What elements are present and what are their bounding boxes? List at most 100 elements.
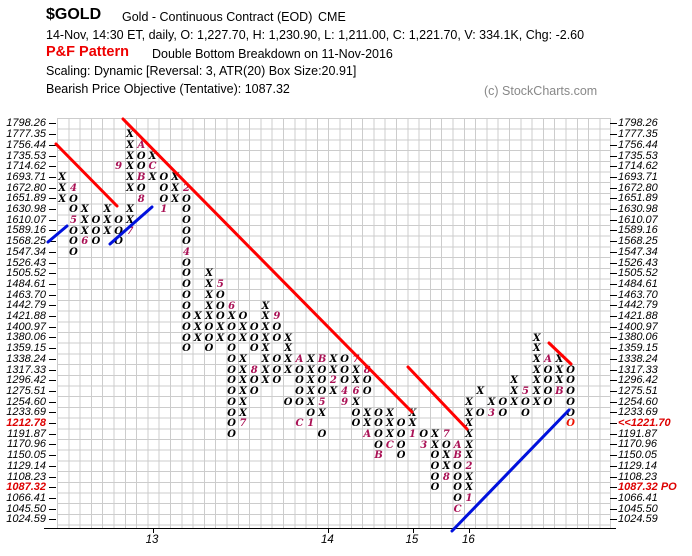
bullish-line-2 [108,205,154,246]
price-label-right: <<1221.70 [618,417,671,430]
pnf-cell: X [306,364,315,376]
pnf-cell: 9 [115,161,123,173]
price-label-left: 1087.32 [6,481,46,494]
pnf-cell: X [126,140,134,151]
price-label-right: 1170.96 [618,438,657,451]
pnf-cell: X [510,396,519,408]
y-tick-right [610,412,617,414]
pnf-cell: X [193,321,202,333]
pnf-cell: X [476,386,485,398]
price-label-left: 1170.96 [7,438,46,451]
y-tick-right [610,134,617,136]
price-label-left: 1129.14 [7,459,46,472]
pnf-cell: 6 [81,236,89,248]
pnf-cell: O [182,343,191,355]
price-label-left: 1526.43 [6,256,46,269]
pnf-cell: O [91,214,101,226]
pnf-cell: O [182,204,191,216]
exchange-label: CME [318,10,346,24]
pnf-cell: X [352,364,360,376]
price-label-right: 1150.05 [618,449,657,462]
pnf-cell: X [363,418,372,430]
pnf-cell: 8 [442,471,450,483]
y-tick-right [610,166,617,168]
price-label-left: 1045.50 [6,502,46,515]
pnf-cell: C [148,161,157,173]
y-tick-right [610,305,617,307]
price-label-left: 1756.44 [6,138,46,151]
pnf-cell: X [239,375,247,387]
pnf-cell: O [396,428,406,440]
pnf-cell: A [295,354,304,365]
pnf-cell: 8 [363,364,371,376]
pnf-cell: X [532,332,541,344]
pnf-cell: O [498,396,508,408]
pnf-cell: O [340,354,349,365]
y-tick-left [49,337,56,339]
price-label-left: 1338.24 [6,352,46,365]
pnf-cell: O [272,332,282,344]
bearish-line-2 [121,117,414,414]
pnf-cell: X [80,225,89,237]
price-label-right: 1275.51 [618,384,658,397]
pnf-cell: 5 [69,214,77,226]
pnf-cell: X [80,204,89,216]
pnf-cell: X [329,364,338,376]
pnf-cell: C [385,439,394,451]
year-label: 16 [462,534,475,547]
quote-line: 14-Nov, 14:30 ET, daily, O: 1,227.70, H:… [46,28,585,42]
pnf-cell: X [205,311,213,323]
price-label-left: 1442.79 [6,299,46,312]
pnf-cell: X [58,172,67,184]
pnf-cell: O [362,386,372,398]
pnf-cell: X [58,193,67,205]
y-tick-left [49,209,56,211]
y-tick-right [610,230,617,232]
pnf-cell: X [465,428,473,440]
pnf-grid-background [56,118,612,530]
instrument-name: Gold - Continuous Contract (EOD) [122,10,313,24]
y-tick-right [610,519,617,521]
pnf-cell: O [114,236,123,248]
price-label-right: 1672.80 [618,181,658,194]
y-tick-left [49,390,56,392]
pnf-cell: O [543,364,553,376]
y-tick-right [610,251,617,253]
pnf-cell: O [430,450,440,462]
bearish-line-4 [547,341,573,366]
pnf-cell: O [69,247,78,258]
pnf-cell: X [103,204,112,216]
pnf-cell: X [555,354,564,365]
pnf-cell: X [532,396,541,408]
price-label-right: 1066.41 [618,491,658,504]
price-label-right: 1505.52 [618,267,658,280]
y-tick-left [49,326,56,328]
pnf-cell: X [193,311,202,323]
pnf-cell: X [306,375,315,387]
year-label: 13 [145,534,159,547]
pnf-cell: O [453,461,462,472]
pnf-cell: X [261,332,270,344]
pnf-cell: A [363,428,372,440]
bullish-line-3 [450,408,571,533]
pnf-cell: O [306,407,316,419]
pnf-cell: X [532,364,541,376]
pnf-cell: O [69,204,78,216]
y-tick-right [610,187,617,189]
pnf-cell: O [91,236,101,248]
pnf-cell: X [126,204,134,216]
pnf-cell: O [227,375,236,387]
price-label-left: 1568.25 [6,235,46,248]
y-tick-left [49,187,56,189]
pnf-cell: O [566,407,575,419]
price-label-left: 1066.41 [6,491,46,504]
price-label-left: 1296.42 [6,374,46,387]
y-tick-left [49,294,56,296]
pnf-cell: O [238,311,248,323]
pnf-cell: O [182,257,191,269]
pnf-cell: 6 [228,300,236,312]
price-label-right: 1610.07 [618,213,658,226]
x-axis-line [44,528,616,530]
pnf-cell: O [182,289,191,301]
